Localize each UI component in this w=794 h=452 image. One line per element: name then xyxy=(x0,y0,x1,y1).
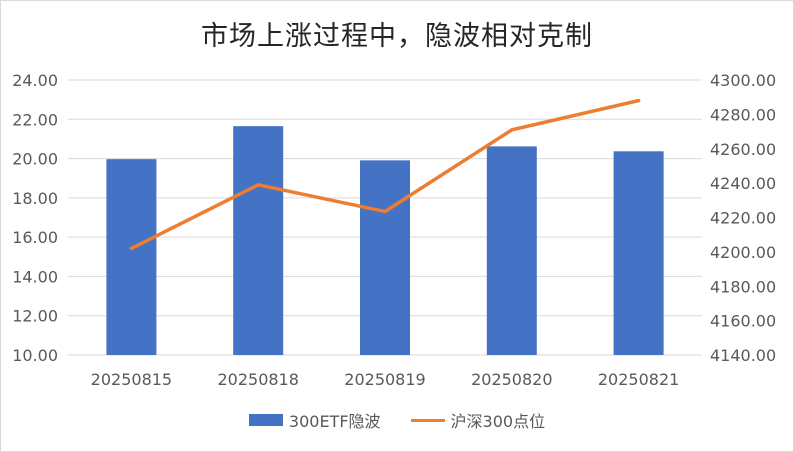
left-axis-tick-label: 16.00 xyxy=(12,228,58,247)
right-axis-tick-label: 4160.00 xyxy=(710,312,776,331)
bar xyxy=(486,146,537,355)
legend-label-bars: 300ETF隐波 xyxy=(288,412,381,431)
left-axis-tick-label: 22.00 xyxy=(12,110,58,129)
right-axis-tick-label: 4140.00 xyxy=(710,346,776,365)
legend-label-line: 沪深300点位 xyxy=(450,412,546,431)
right-axis-tick-label: 4240.00 xyxy=(710,174,776,193)
legend-swatch-line xyxy=(410,418,445,422)
legend-item-line: 沪深300点位 xyxy=(410,408,546,432)
right-axis-tick-label: 4200.00 xyxy=(710,243,776,262)
x-axis-tick-label: 20250815 xyxy=(91,370,172,389)
bar xyxy=(233,126,284,356)
x-axis-tick-label: 20250820 xyxy=(471,370,552,389)
bar xyxy=(613,151,664,355)
x-axis-tick-label: 20250821 xyxy=(598,370,679,389)
left-axis-tick-label: 24.00 xyxy=(12,71,58,90)
right-axis-tick-label: 4220.00 xyxy=(710,209,776,228)
left-axis-tick-label: 20.00 xyxy=(12,150,58,169)
right-axis-tick-label: 4180.00 xyxy=(710,277,776,296)
left-axis-tick-label: 10.00 xyxy=(12,346,58,365)
left-axis-tick-label: 12.00 xyxy=(12,307,58,326)
bar xyxy=(106,159,157,355)
legend: 300ETF隐波 沪深300点位 xyxy=(0,408,794,432)
right-axis-tick-label: 4260.00 xyxy=(710,140,776,159)
legend-item-bars: 300ETF隐波 xyxy=(248,408,381,432)
right-axis-tick-label: 4280.00 xyxy=(710,105,776,124)
x-axis-tick-label: 20250819 xyxy=(344,370,425,389)
x-axis-tick-label: 20250818 xyxy=(217,370,298,389)
left-axis-tick-label: 14.00 xyxy=(12,267,58,286)
chart-title: 市场上涨过程中，隐波相对克制 xyxy=(201,21,593,52)
legend-swatch-bar xyxy=(248,414,283,426)
bar xyxy=(360,160,410,355)
right-axis-tick-label: 4300.00 xyxy=(710,71,776,90)
left-axis-tick-label: 18.00 xyxy=(12,189,58,208)
